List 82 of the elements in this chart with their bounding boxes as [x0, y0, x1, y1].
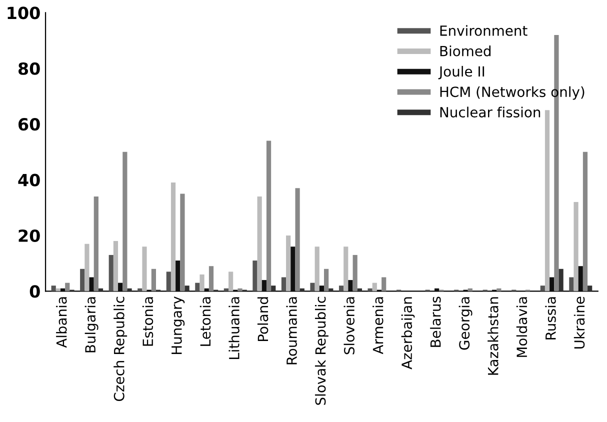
bar [578, 266, 583, 292]
bar [89, 277, 94, 292]
bar [319, 286, 324, 292]
bar [94, 196, 98, 292]
bar [200, 274, 204, 292]
bar [295, 188, 300, 292]
bar [569, 277, 574, 292]
bar [262, 280, 266, 292]
x-tick-label: Ukraine [574, 296, 585, 348]
legend-label: Nuclear fission [440, 106, 540, 118]
bar [286, 235, 291, 292]
bar [122, 152, 128, 292]
legend-label: HCM (Networks only) [440, 86, 584, 100]
bar [170, 182, 176, 292]
bar [208, 266, 214, 292]
y-tick-label: 100 [8, 6, 40, 20]
bar [266, 140, 272, 292]
bar [324, 268, 329, 292]
legend-label: Environment [440, 25, 528, 36]
x-tick-label: Roumania [286, 297, 297, 364]
x-tick-label: Hungary [172, 296, 185, 354]
y-tick-label: 80 [18, 62, 40, 75]
bar [166, 272, 171, 292]
y-tick-label: 20 [18, 229, 40, 242]
x-tick-label: Russia [545, 297, 556, 340]
bar [348, 280, 353, 292]
x-tick-label: Azerbaijan [401, 297, 415, 370]
y-tick-label: 40 [18, 174, 40, 186]
bar [544, 110, 550, 292]
bar [108, 254, 114, 292]
bar [314, 246, 320, 292]
bar [142, 246, 147, 292]
x-tick-label: Belarus [430, 296, 441, 347]
bar [281, 277, 286, 292]
bar [257, 196, 262, 292]
bar [151, 268, 156, 292]
bar [65, 282, 70, 292]
bar [550, 277, 554, 292]
bar [51, 286, 56, 292]
bar [118, 282, 123, 292]
bar [372, 282, 377, 292]
legend-label: Biomed [440, 46, 491, 56]
x-tick-label: Poland [257, 297, 268, 342]
bar [80, 268, 85, 292]
bar [184, 286, 190, 292]
x-tick-label: Armenia [372, 297, 384, 354]
bar [180, 194, 185, 292]
x-tick-label: Estonia [142, 297, 154, 346]
legend-label: Joule II [438, 66, 484, 80]
bar [310, 282, 315, 292]
x-tick-label: Bulgaria [84, 297, 98, 352]
bar [195, 282, 200, 292]
x-tick-label: Czech Republic [114, 296, 128, 402]
bar [228, 272, 234, 292]
bar [540, 286, 545, 292]
bar [558, 268, 564, 292]
bar [582, 152, 588, 292]
bar [127, 288, 132, 292]
x-tick-label: Lithuania [228, 297, 240, 360]
bar [238, 288, 242, 292]
x-tick-label: Letonia [200, 297, 211, 346]
y-tick-label: 60 [18, 118, 40, 131]
x-tick-label: Kazakhstan [488, 297, 498, 375]
bar [290, 246, 296, 292]
bar [113, 241, 118, 292]
x-tick-label: Moldavia [516, 297, 528, 357]
bar [574, 202, 578, 292]
bar [344, 246, 348, 292]
y-tick-label: 0 [30, 285, 40, 298]
bar [176, 260, 180, 292]
bar [252, 260, 258, 292]
bar [382, 277, 386, 292]
bar [338, 286, 344, 292]
bar [588, 286, 592, 292]
bar [352, 254, 358, 292]
x-tick-label: Albania [56, 297, 67, 348]
bar [368, 288, 372, 292]
x-tick-label: Georgia [458, 297, 472, 350]
bar [271, 286, 276, 292]
bar [84, 244, 90, 292]
x-tick-label: Slovak Republic [314, 296, 328, 405]
x-tick-label: Slovenia [344, 297, 355, 354]
